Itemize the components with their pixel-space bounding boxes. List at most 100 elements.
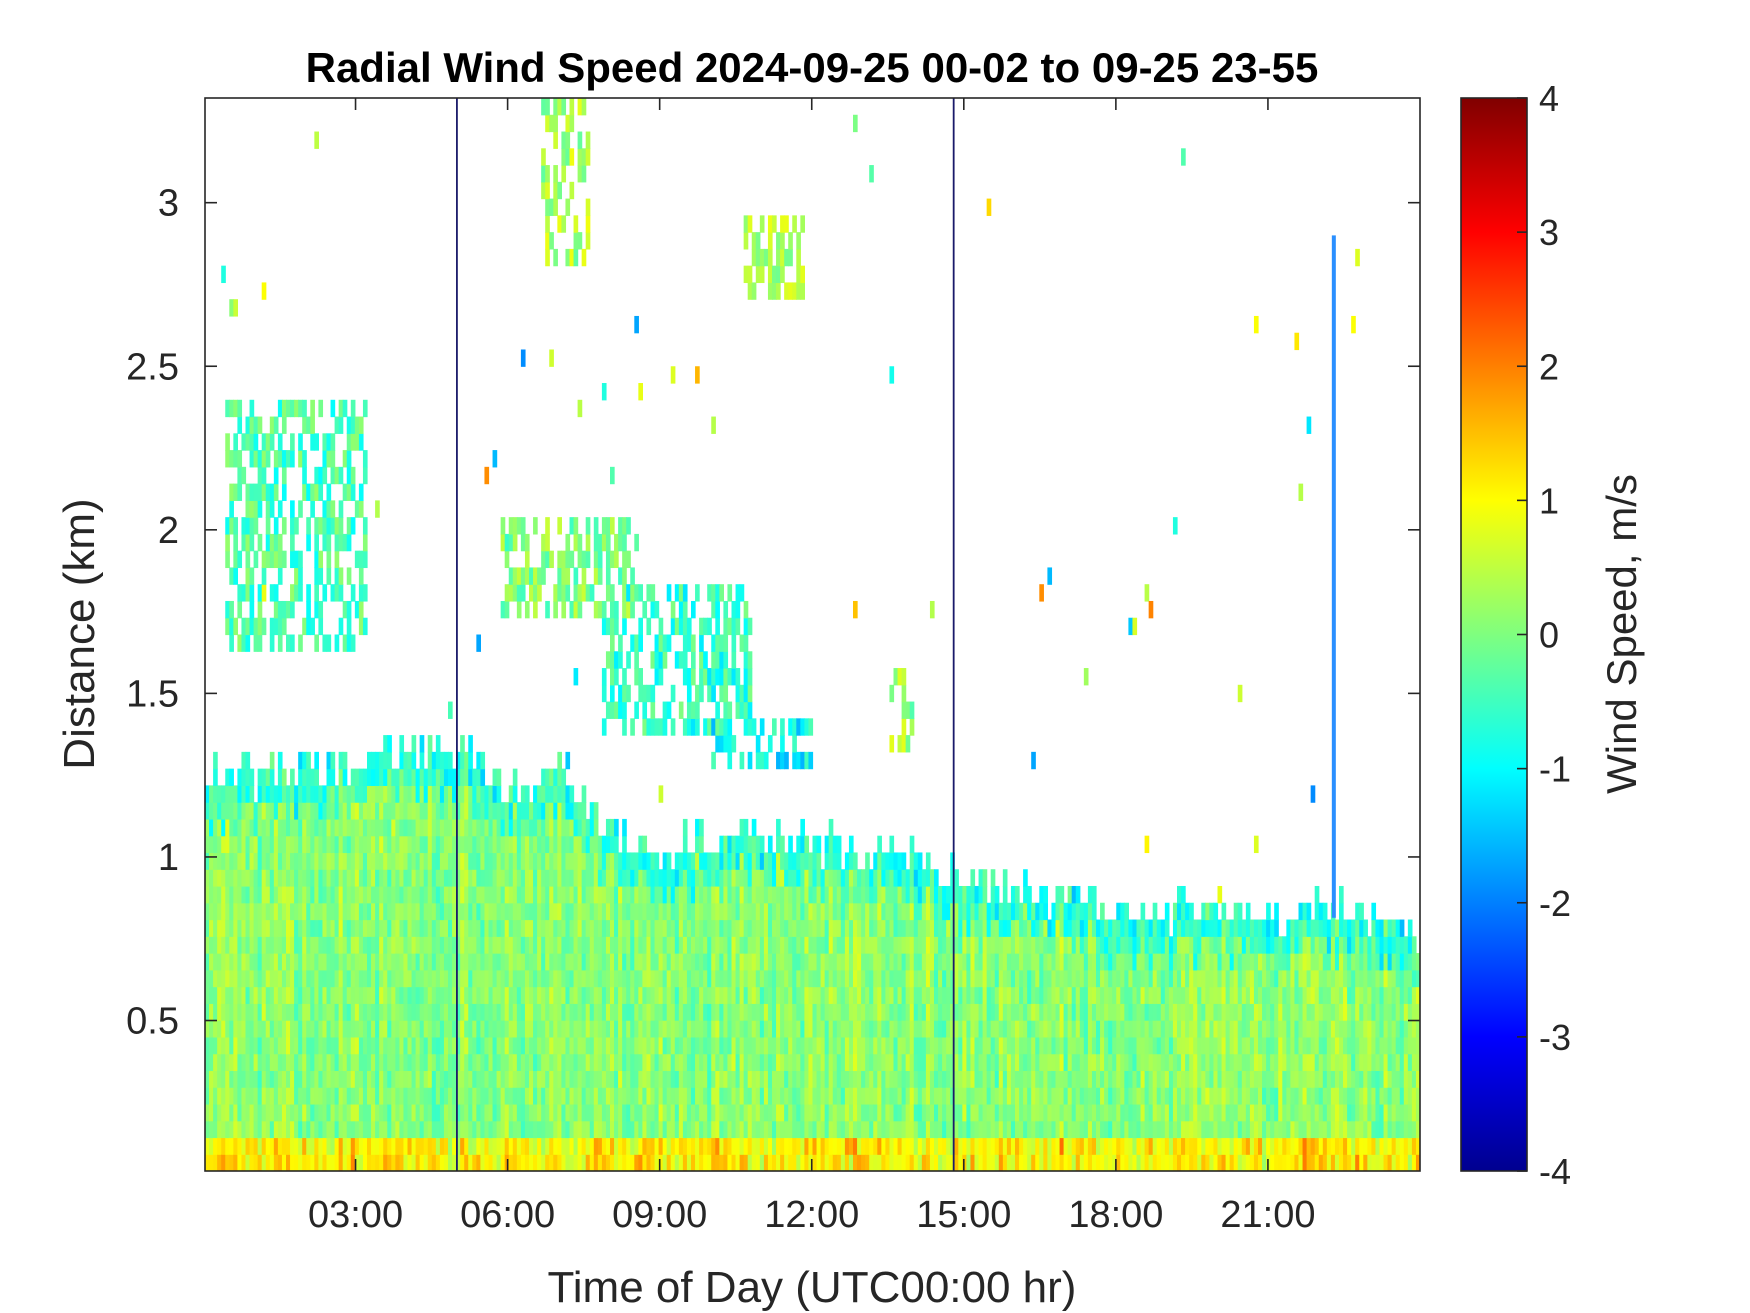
heatmap-cell	[520, 936, 526, 954]
heatmap-cell	[549, 986, 554, 1004]
heatmap-cell	[776, 1036, 781, 1055]
heatmap-cell	[638, 684, 643, 703]
heatmap-cell	[634, 634, 639, 652]
heatmap-cell	[213, 986, 218, 1004]
heatmap-cell	[614, 701, 619, 719]
heatmap-cell	[520, 1087, 526, 1105]
heatmap-cell	[853, 986, 858, 1004]
heatmap-cell	[484, 802, 490, 820]
heatmap-cell	[277, 533, 283, 552]
heatmap-cell	[403, 802, 409, 820]
heatmap-cell	[626, 902, 631, 921]
heatmap-cell	[597, 550, 603, 569]
heatmap-cell	[257, 416, 263, 434]
heatmap-cell	[751, 1036, 757, 1055]
heatmap-cell	[772, 1154, 777, 1171]
heatmap-cell	[350, 902, 356, 921]
heatmap-cell	[618, 919, 623, 937]
heatmap-cell	[853, 919, 858, 937]
heatmap-cell	[848, 1120, 854, 1139]
heatmap-cell	[844, 902, 850, 921]
heatmap-cell	[294, 835, 299, 854]
heatmap-cell	[221, 953, 226, 971]
heatmap-cell	[452, 1003, 457, 1021]
heatmap-cell	[618, 1137, 623, 1155]
heatmap-cell	[719, 584, 724, 602]
heatmap-cell	[658, 919, 664, 937]
heatmap-cell	[480, 785, 486, 803]
heatmap-cell	[938, 1020, 943, 1038]
heatmap-cell	[269, 835, 275, 854]
heatmap-cell	[581, 1137, 587, 1155]
heatmap-cell	[557, 567, 562, 585]
heatmap-cell	[986, 1020, 992, 1038]
heatmap-cell	[233, 299, 238, 317]
heatmap-cell	[597, 1003, 603, 1021]
heatmap-cell	[549, 1154, 554, 1171]
heatmap-cell	[731, 1087, 737, 1105]
heatmap-cell	[500, 969, 506, 988]
heatmap-cell	[277, 567, 283, 585]
heatmap-cell	[828, 1120, 834, 1139]
heatmap-cell	[986, 969, 992, 988]
heatmap-cell	[286, 869, 291, 887]
heatmap-cell	[893, 902, 899, 921]
heatmap-cell	[524, 986, 530, 1004]
heatmap-cell	[978, 986, 984, 1004]
heatmap-cell	[334, 517, 340, 535]
heatmap-cell	[492, 1036, 498, 1055]
heatmap-cell	[209, 1120, 214, 1139]
heatmap-cell	[695, 1154, 700, 1171]
heatmap-cell	[229, 299, 234, 317]
heatmap-cell	[597, 885, 603, 904]
heatmap-cell	[411, 1137, 417, 1155]
heatmap-cell	[533, 517, 538, 535]
heatmap-cell	[747, 617, 753, 636]
heatmap-cell	[978, 869, 984, 887]
heatmap-cell	[427, 902, 433, 921]
heatmap-cell	[472, 969, 477, 988]
heatmap-cell	[929, 953, 935, 971]
heatmap-cell	[844, 1003, 850, 1021]
heatmap-cell	[917, 902, 923, 921]
heatmap-cell	[375, 751, 380, 770]
heatmap-cell	[735, 1154, 741, 1171]
heatmap-cell	[561, 1120, 567, 1139]
heatmap-cell	[966, 1053, 972, 1072]
heatmap-cell	[545, 902, 550, 921]
heatmap-cell	[934, 1120, 939, 1139]
heatmap-cell	[273, 852, 279, 870]
heatmap-cell	[553, 114, 558, 133]
heatmap-cell	[326, 768, 332, 786]
heatmap-cell	[468, 1154, 473, 1171]
heatmap-cell	[759, 1036, 765, 1055]
heatmap-cell	[682, 1070, 688, 1088]
heatmap-cell	[589, 885, 595, 904]
heatmap-cell	[909, 902, 915, 921]
heatmap-cell	[265, 919, 271, 937]
heatmap-cell	[371, 953, 376, 971]
heatmap-cell	[290, 433, 295, 451]
heatmap-cell	[488, 802, 494, 820]
heatmap-cell	[346, 919, 352, 937]
heatmap-cell	[889, 936, 895, 954]
heatmap-cell	[650, 1003, 656, 1021]
heatmap-cell	[755, 1087, 761, 1105]
heatmap-cell	[759, 902, 765, 921]
heatmap-cell	[942, 1036, 947, 1055]
heatmap-cell	[767, 1070, 773, 1088]
heatmap-cell	[840, 1036, 846, 1055]
heatmap-cell	[978, 902, 984, 921]
heatmap-cell	[273, 802, 279, 820]
heatmap-cell	[666, 919, 672, 937]
heatmap-cell	[213, 768, 218, 786]
heatmap-cell	[383, 735, 388, 753]
heatmap-cell	[233, 567, 238, 585]
heatmap-cell	[711, 969, 716, 988]
heatmap-cell	[828, 818, 834, 837]
heatmap-cell	[828, 1036, 834, 1055]
heatmap-cell	[516, 1120, 522, 1139]
heatmap-cell	[290, 1120, 295, 1139]
heatmap-cell	[569, 969, 575, 988]
heatmap-cell	[529, 1070, 534, 1088]
